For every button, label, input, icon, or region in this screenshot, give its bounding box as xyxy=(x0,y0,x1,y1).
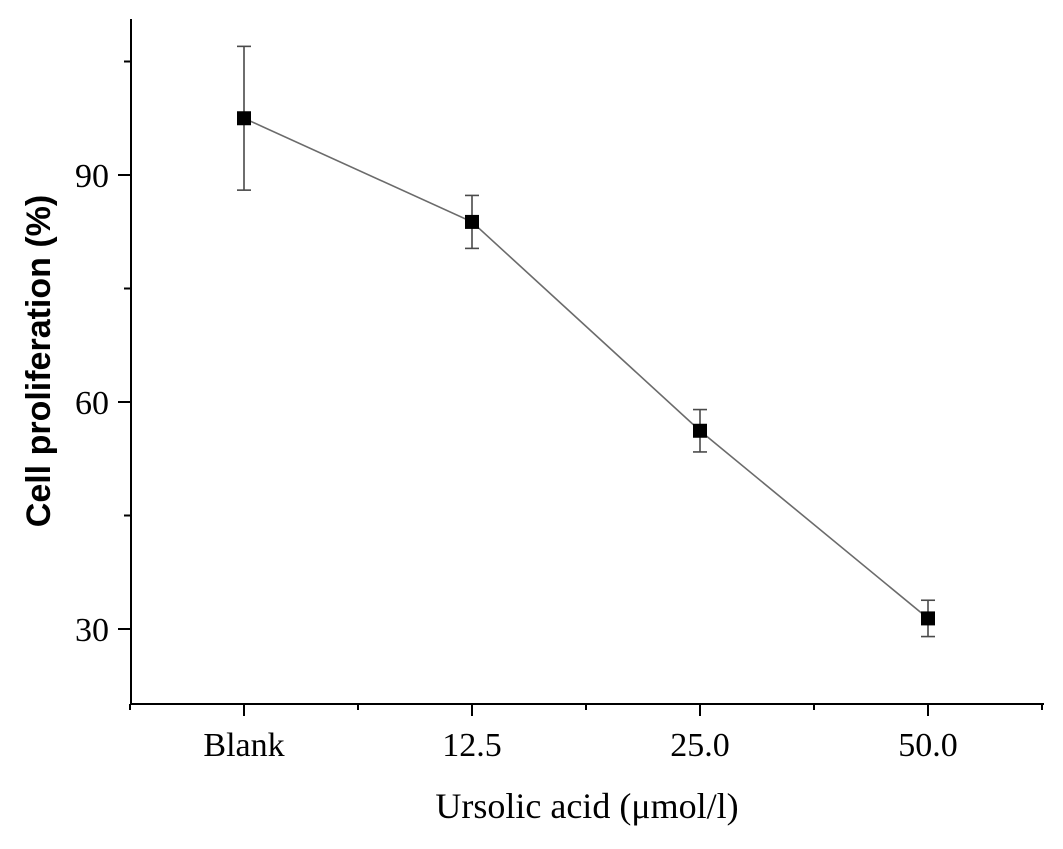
data-point-marker xyxy=(237,111,251,126)
y-tick-label: 90 xyxy=(75,158,109,195)
y-tick-label: 30 xyxy=(75,612,109,649)
x-tick-label: Blank xyxy=(203,727,284,764)
series-line xyxy=(243,117,929,620)
x-ticks: Blank 12.5 25.0 50.0 xyxy=(129,704,1043,764)
y-tick-label: 60 xyxy=(75,385,109,422)
x-axis-label: Ursolic acid (μmol/l) xyxy=(435,786,738,826)
y-ticks: 30 60 90 xyxy=(75,60,131,649)
x-tick-label: 25.0 xyxy=(670,727,730,764)
axes xyxy=(130,19,1044,705)
data-point-marker xyxy=(693,423,707,438)
series xyxy=(237,45,935,638)
x-tick-label: 50.0 xyxy=(898,727,958,764)
x-tick-label: 12.5 xyxy=(442,727,502,764)
data-point-marker xyxy=(921,611,935,626)
y-axis-label: Cell proliferation (%) xyxy=(20,195,58,527)
data-point-marker xyxy=(465,214,479,229)
